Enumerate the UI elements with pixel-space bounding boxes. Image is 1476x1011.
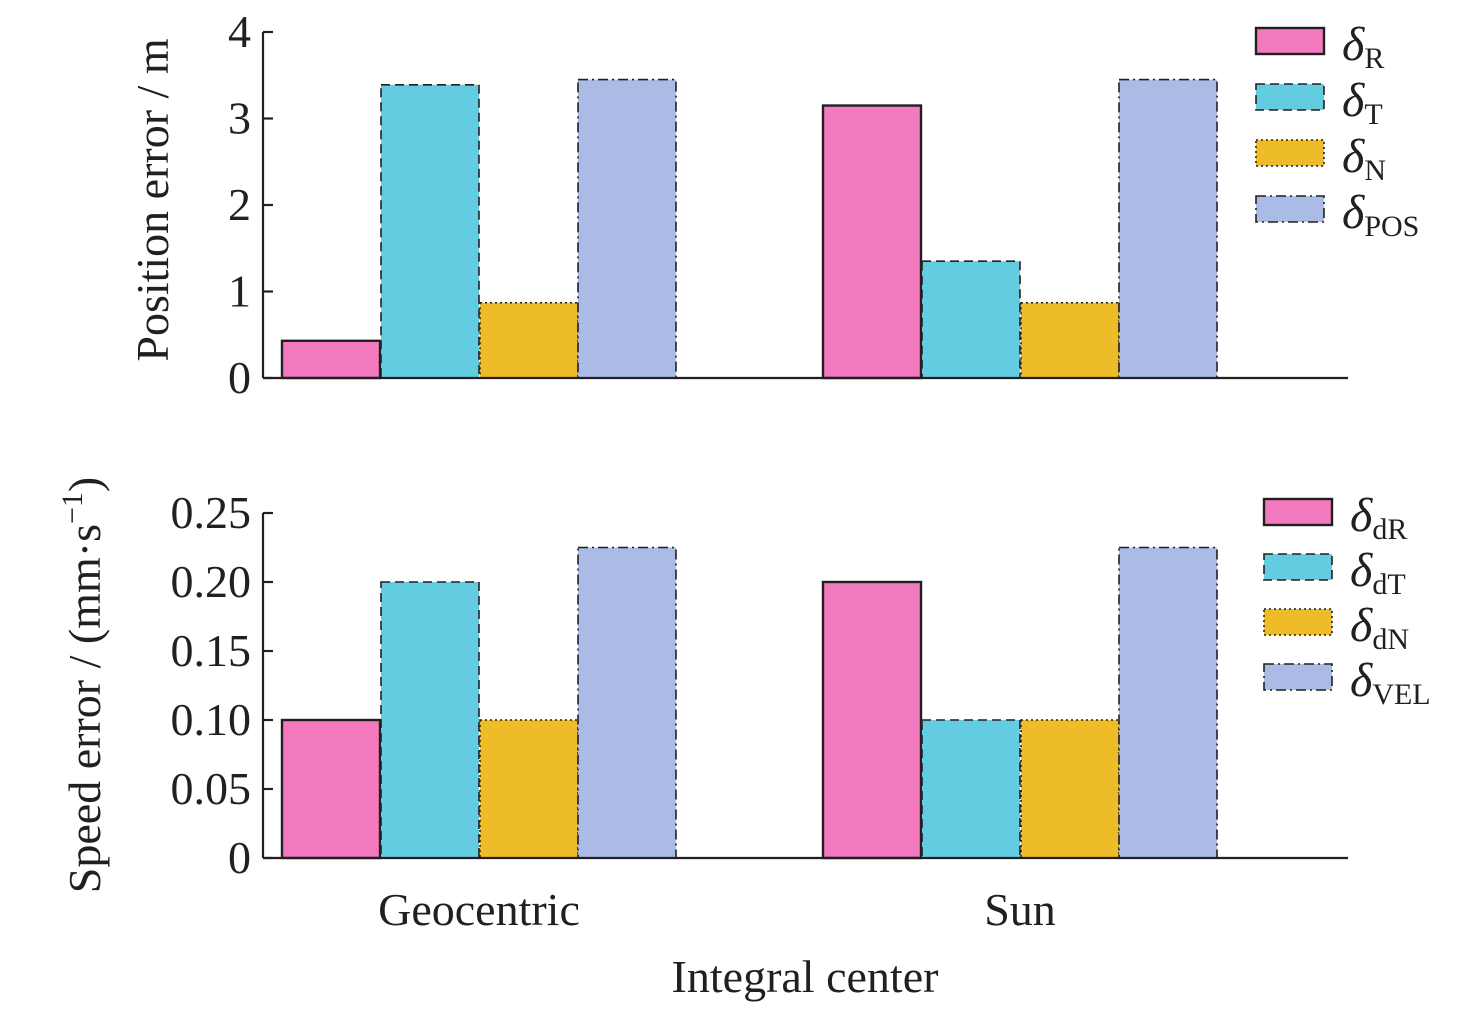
y-axis-title: Position error / m <box>127 38 178 361</box>
legend-label-dn: δdN <box>1350 599 1409 656</box>
bar-r-sun <box>821 104 923 380</box>
legend-label-t: δT <box>1342 74 1383 131</box>
legend-label-r: δR <box>1342 18 1384 75</box>
legend-label-vel: δVEL <box>1350 654 1431 711</box>
bar-pos-geocentric <box>577 78 677 379</box>
y-tick-label: 4 <box>228 6 251 57</box>
legend-label-dt: δdT <box>1350 544 1406 601</box>
legend-label-dr: δdR <box>1350 489 1407 546</box>
y-tick-label: 3 <box>228 93 251 144</box>
bar-t-geocentric <box>380 83 480 379</box>
bar-dt-sun <box>921 719 1021 859</box>
bar-dn-sun <box>1020 719 1120 859</box>
bar-dt-geocentric <box>380 581 480 859</box>
legend-swatch-vel <box>1263 663 1333 691</box>
y-tick-label: 0 <box>228 832 251 883</box>
bar-dn-geocentric <box>479 719 579 859</box>
legend-swatch-dr <box>1262 497 1334 527</box>
bar-t-sun <box>921 260 1021 379</box>
category-label-geocentric: Geocentric <box>378 884 580 935</box>
legend-swatch-dn <box>1263 608 1333 636</box>
chart-panel-2: 0 0.05 0.10 0.15 0.20 0.25 Speed error / (mm·s… <box>56 477 1431 1002</box>
bar-vel-sun <box>1118 546 1218 859</box>
legend-swatch-r <box>1254 26 1326 56</box>
y-tick-label: 0.15 <box>171 625 252 676</box>
y-tick-label: 1 <box>228 266 251 317</box>
legend-label-n: δN <box>1342 130 1386 187</box>
legend-label-pos: δPOS <box>1342 186 1419 243</box>
y-tick-label: 2 <box>228 179 251 230</box>
y-tick-label: 0.10 <box>171 694 252 745</box>
bar-dr-sun <box>821 580 923 860</box>
bar-n-geocentric <box>479 301 579 379</box>
bar-r-geocentric <box>280 339 382 380</box>
bar-dr-geocentric <box>280 718 382 860</box>
x-axis-title: Integral center <box>672 951 939 1002</box>
bar-vel-geocentric <box>577 546 677 859</box>
y-tick-label: 0.20 <box>171 556 252 607</box>
y-tick-label: 0 <box>228 352 251 403</box>
legend-swatch-dt <box>1263 553 1333 581</box>
legend-swatch-t <box>1255 83 1325 111</box>
y-tick-label: 0.05 <box>171 763 252 814</box>
bar-pos-sun <box>1118 78 1218 379</box>
category-label-sun: Sun <box>984 884 1056 935</box>
bar-n-sun <box>1020 301 1120 379</box>
legend-swatch-n <box>1255 139 1325 167</box>
legend-swatch-pos <box>1255 195 1325 223</box>
y-axis-title: Speed error / (mm·s−1) <box>56 477 110 893</box>
y-tick-label: 0.25 <box>171 487 252 538</box>
